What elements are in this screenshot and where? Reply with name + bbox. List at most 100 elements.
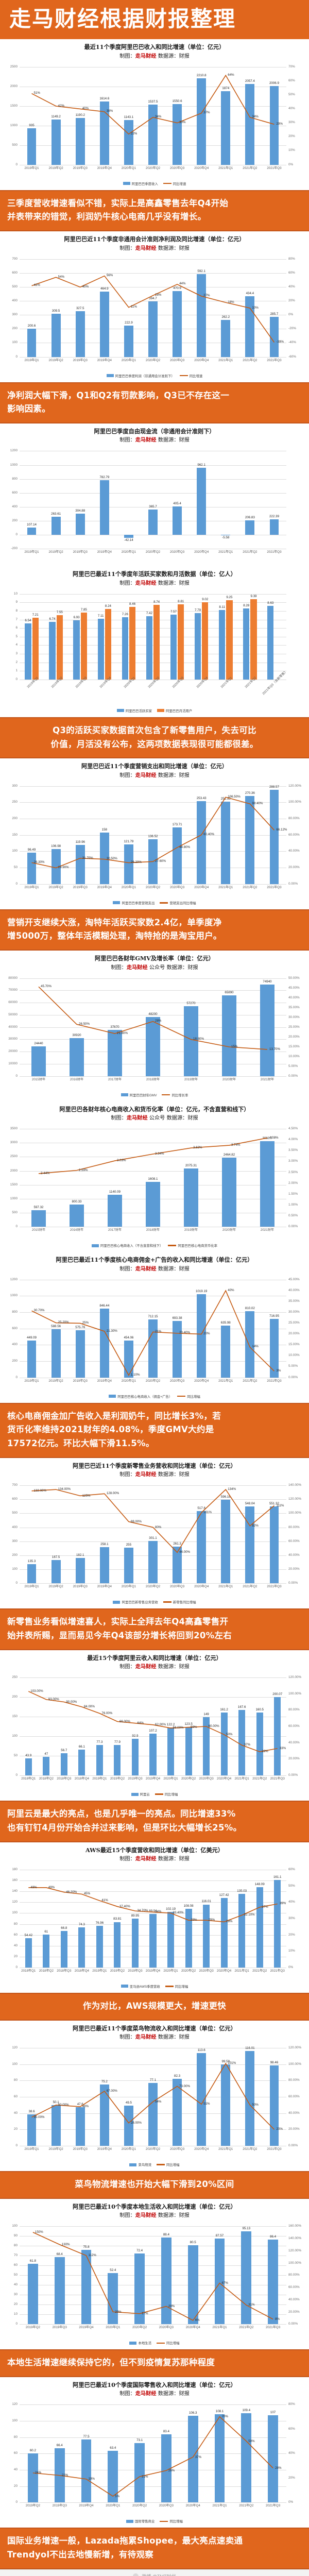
x-axis-label: 2020年Q4 <box>194 1585 209 1589</box>
bar-value-label: 7.85 <box>80 607 87 612</box>
brand-name: 走马财经 <box>135 2212 157 2219</box>
bar-value-label: 77.5 <box>83 2434 90 2438</box>
line-value-label: 40% <box>228 1288 234 1292</box>
y2-axis-tick: 0% <box>288 312 294 316</box>
line-value-label: 17% <box>142 2312 148 2316</box>
line-value-label: 51% <box>33 91 40 95</box>
y2-axis-tick: 80.00% <box>288 816 300 820</box>
bar-value-label: 8.74 <box>153 600 160 604</box>
bar-value-label: 365.7 <box>149 504 157 509</box>
bar <box>27 128 37 165</box>
chart-credit: 制图：走马财经 公众号 数据源：财报 <box>111 964 198 971</box>
bar-value-label: 588.56 <box>51 1325 61 1329</box>
bar-value-label: 6.93 <box>73 615 80 619</box>
bar-value-label: 109.4 <box>242 2409 251 2413</box>
bar-value-label: 54.42 <box>24 1933 33 1937</box>
x-axis-label: 2015财年 <box>31 1228 46 1232</box>
x-axis-label: 2020年Q2 <box>145 166 161 170</box>
y2-axis-tick: 40.00% <box>288 1740 300 1744</box>
x-axis-label: 2020年Q1 <box>121 1379 136 1383</box>
growth-line-series <box>31 1489 274 1553</box>
y2-axis-tick: 5.00% <box>288 1364 298 1368</box>
bar <box>170 615 177 680</box>
x-axis-label: 2018财年 <box>146 1077 160 1081</box>
bar-value-label: 693.38 <box>172 1316 182 1320</box>
x-axis-label: 2021年Q2 <box>243 885 258 889</box>
bar <box>202 602 209 680</box>
bar-value-label: 7.21 <box>32 613 39 617</box>
line-value-label: 134% <box>228 1487 236 1492</box>
line-value-label: 3.74% <box>231 1143 241 1147</box>
y-axis-tick: 300 <box>12 784 18 788</box>
gridline <box>20 357 286 358</box>
x-axis-label: 2020年Q3 <box>159 2326 174 2330</box>
y2-axis-tick: 60.00% <box>288 1539 300 1543</box>
line-value-label: 132.00% <box>33 1489 46 1493</box>
line-value-label: 50% <box>252 2103 259 2107</box>
bar <box>226 600 233 680</box>
chart-legend: 本地生活 同比增幅 <box>2 2341 307 2346</box>
y-axis-tick: 10 <box>13 2312 18 2316</box>
y2-axis-tick: 40% <box>288 284 295 289</box>
growth-line-series <box>38 1138 268 1174</box>
legend-item: 阿里巴巴活跃买家 <box>116 708 152 713</box>
line-value-label: 34% <box>155 1910 162 1914</box>
x-axis-label: 2021年Q1 <box>218 1585 233 1589</box>
chart-title: 阿里巴巴各财年GMV及增长率（单位：亿元） <box>95 955 214 962</box>
bar-value-label: 87.57 <box>215 2233 224 2238</box>
line-value-label: 21% <box>142 2475 148 2479</box>
y2-axis-tick: 40% <box>288 1900 295 1904</box>
page-header: 走马财经根据财报整理 <box>0 0 309 40</box>
x-axis-label: 2017财年 <box>108 1228 122 1232</box>
bar <box>78 1749 85 1776</box>
x-axis-label: 2021年Q1 <box>218 2147 233 2151</box>
x-axis-label: 2020年Q4 <box>185 2326 200 2330</box>
bar-value-label: 251.55 <box>220 797 231 801</box>
y-axis-tick: 3 <box>15 651 18 655</box>
bar <box>250 599 257 680</box>
commentary-band-5: 核心电商佣金加广告收入是利润奶牛，同比增长3%，若 货币化率维持2021财年的4.… <box>0 1402 309 1458</box>
bar-value-label: 301.1 <box>149 1536 157 1540</box>
y2-axis-tick: 20.00% <box>288 1757 300 1761</box>
brand-name: 走马财经 <box>135 53 157 59</box>
y-axis-tick: 0 <box>15 354 18 359</box>
gridline <box>20 2314 286 2315</box>
bar-value-label: 173.71 <box>172 822 182 826</box>
footer-credit: 微博 @TMT时代 <box>142 2573 176 2576</box>
commentary-band-4: 营销开支继续大涨，淘特年活跃买家数2.4亿，单季度净 增5000万，整体年活模糊处… <box>0 909 309 951</box>
commentary-band-3: Q3的活跃买家数据首次包含了新零售用户，失去可比 价值，月活没有公布，这两项数据表… <box>0 717 309 759</box>
bar-value-label: 464.9 <box>100 287 109 291</box>
x-axis-label: 2019财年 <box>184 1077 198 1081</box>
y2-axis-tick: 160.00% <box>288 2224 302 2228</box>
y-axis-tick: 400 <box>12 298 18 302</box>
x-axis-label: 2021年Q3 <box>265 2326 281 2330</box>
bar-value-label: 61.8 <box>29 2259 36 2263</box>
chart-legend: 阿里巴巴季度利润（非通用会计准则下） 同比增速 <box>2 374 307 379</box>
chart-title: 最近11个季度阿里巴巴收入和同比增速（单位：亿元） <box>84 43 225 51</box>
line-value-label: 67.00% <box>106 2089 117 2093</box>
x-axis-label: 2021年Q2 <box>252 1777 267 1781</box>
y-axis-tick: 0 <box>15 1773 18 1777</box>
x-axis-label: 2019年Q2 <box>48 2147 63 2151</box>
legend-swatch <box>121 1985 128 1988</box>
chart-legend: 阿里巴巴核心电商收入（佣金+广告） 同比增幅 <box>2 1394 307 1400</box>
bar <box>27 527 37 535</box>
line-value-label: 5% <box>115 2494 120 2498</box>
x-axis-label: 2021年Q3 <box>267 166 282 170</box>
y-axis-tick: 80 <box>13 2435 18 2439</box>
bar-value-label: 8.46 <box>129 602 136 606</box>
y-axis-tick: 0 <box>15 1224 18 1228</box>
bar-value-label: 810.02 <box>245 1307 255 1311</box>
bar <box>185 1908 192 1968</box>
x-axis-label: 2018年Q1 <box>21 1969 36 1973</box>
line-value-label: 28% <box>226 1920 233 1924</box>
bar <box>27 329 37 357</box>
x-axis-label: 2019年Q3 <box>73 550 88 554</box>
legend-item: 菜鸟物流 <box>129 2162 151 2167</box>
band-line: 作为对比，AWS规模更大，增速更快 <box>82 2001 227 2011</box>
y-axis-tick: 1000 <box>10 123 18 127</box>
line-value-label: 64% <box>228 73 234 77</box>
line-value-label: 30.50% <box>106 857 117 861</box>
x-axis-label: 2021年Q3 <box>267 1585 282 1589</box>
gridline <box>20 645 286 646</box>
